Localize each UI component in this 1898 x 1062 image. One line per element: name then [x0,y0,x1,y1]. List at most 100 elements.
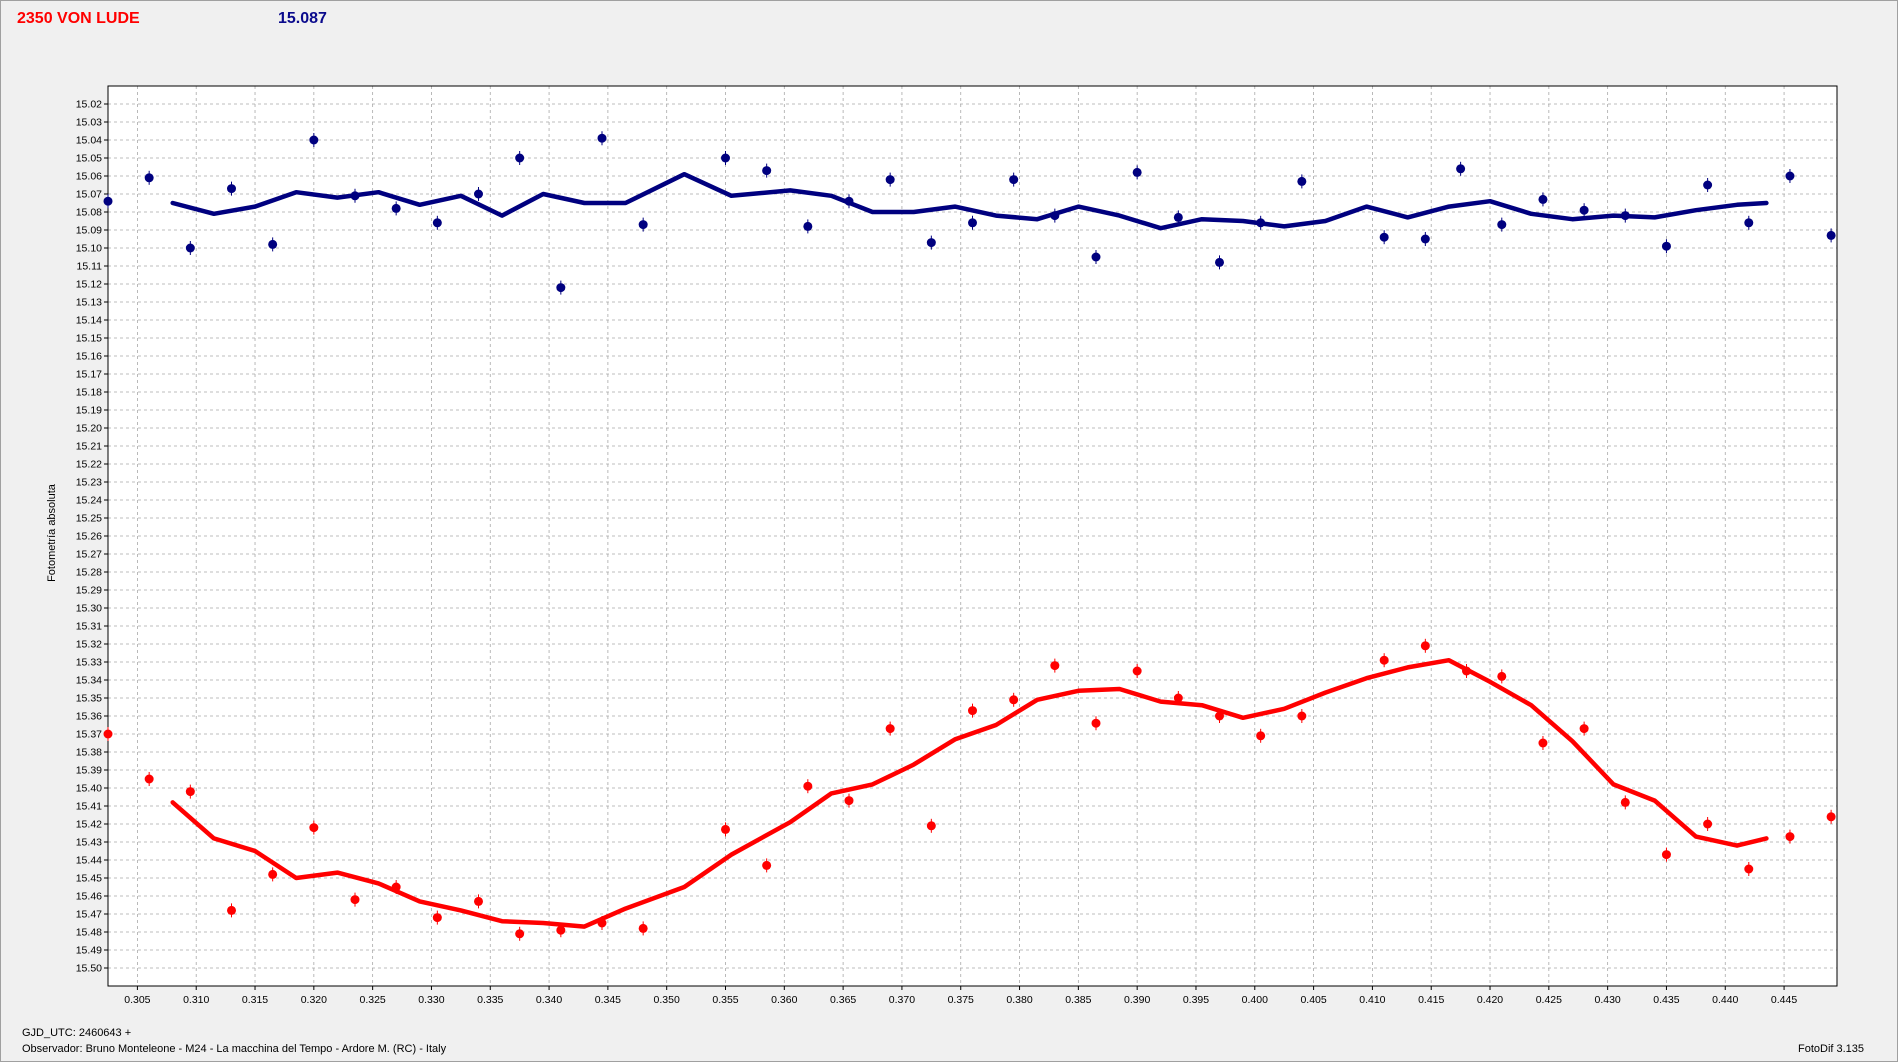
y-tick-label: 15.10 [76,243,102,255]
y-tick-label: 15.49 [76,945,102,957]
y-tick-label: 15.16 [76,351,102,363]
y-tick-label: 15.12 [76,279,102,291]
data-point [1456,164,1466,174]
data-point [926,238,936,248]
x-tick-label: 0.395 [1183,994,1209,1006]
data-point [1497,220,1507,230]
y-tick-label: 15.31 [76,621,102,633]
data-point [515,929,525,939]
y-tick-label: 15.09 [76,225,102,237]
x-tick-label: 0.435 [1653,994,1679,1006]
y-tick-label: 15.33 [76,657,102,669]
data-point [1826,230,1836,240]
series-0 [103,131,1836,295]
y-tick-label: 15.18 [76,387,102,399]
y-tick-label: 15.11 [77,261,103,273]
data-point [391,882,401,892]
y-tick-label: 15.29 [76,585,102,597]
data-point [1215,711,1224,721]
y-tick-label: 15.27 [76,549,102,561]
y-tick-label: 15.25 [76,513,102,525]
data-point [968,706,977,716]
data-point [227,905,236,915]
data-point [1826,812,1836,822]
x-tick-label: 0.410 [1359,994,1385,1006]
data-point [1462,666,1471,676]
y-tick-label: 15.13 [76,297,102,309]
data-point [721,153,730,163]
data-point [1538,194,1548,204]
data-point [1297,176,1307,186]
y-tick-label: 15.44 [76,855,102,867]
data-point [1256,218,1266,228]
data-point [1579,724,1589,734]
y-tick-label: 15.38 [76,747,102,759]
data-point [1620,211,1630,221]
x-tick-label: 0.370 [889,994,915,1006]
data-point [1538,738,1548,748]
data-point [844,196,854,206]
y-tick-label: 15.40 [76,783,102,795]
data-point [185,787,195,797]
x-tick-label: 0.305 [124,994,150,1006]
x-tick-label: 0.425 [1536,994,1562,1006]
y-tick-label: 15.35 [76,693,102,705]
data-point [1173,693,1183,703]
data-point [432,913,442,923]
data-point [1091,252,1101,262]
data-point [474,896,483,906]
x-tick-label: 0.420 [1477,994,1503,1006]
y-tick-label: 15.06 [76,171,102,183]
y-tick-label: 15.28 [76,567,102,579]
x-tick-label: 0.375 [948,994,974,1006]
y-tick-label: 15.48 [76,927,102,939]
data-point [1703,180,1713,190]
data-point [432,218,442,228]
data-point [1009,695,1019,705]
x-tick-label: 0.355 [712,994,738,1006]
data-point [803,221,813,231]
data-point [556,283,566,293]
data-point [1579,205,1589,215]
x-tick-label: 0.350 [654,994,680,1006]
data-point [885,724,895,734]
data-point [1785,832,1795,842]
object-title: 2350 VON LUDE [17,10,140,27]
data-point [597,133,607,143]
x-tick-label: 0.380 [1006,994,1032,1006]
data-point [885,175,895,185]
data-point [391,203,401,213]
data-point [1132,167,1142,177]
y-tick-label: 15.04 [76,135,102,147]
x-tick-label: 0.405 [1300,994,1326,1006]
data-point [1379,655,1389,665]
y-tick-label: 15.17 [76,369,102,381]
y-tick-label: 15.21 [76,441,102,453]
data-point [350,895,360,905]
x-tick-label: 0.340 [536,994,562,1006]
x-tick-label: 0.330 [418,994,444,1006]
y-tick-label: 15.07 [76,189,102,201]
data-point [1497,671,1507,681]
data-point [1050,211,1060,221]
data-point [1256,731,1266,741]
data-point [474,189,483,199]
y-tick-label: 15.23 [76,477,102,489]
data-point [721,824,730,834]
y-tick-label: 15.19 [76,405,102,417]
x-tick-label: 0.445 [1771,994,1797,1006]
y-tick-label: 15.42 [76,819,102,831]
data-point [1620,797,1630,807]
data-point [1420,234,1430,244]
observer-credit: Observador: Bruno Monteleone - M24 - La … [22,1043,447,1055]
data-point [638,220,648,230]
data-point [1009,175,1019,185]
x-tick-label: 0.320 [301,994,327,1006]
data-point [185,243,195,253]
data-point [1173,212,1183,222]
data-point [350,191,360,201]
trend-line [170,657,1769,929]
x-tick-label: 0.315 [242,994,268,1006]
data-point [1661,241,1671,251]
data-point [515,153,525,163]
